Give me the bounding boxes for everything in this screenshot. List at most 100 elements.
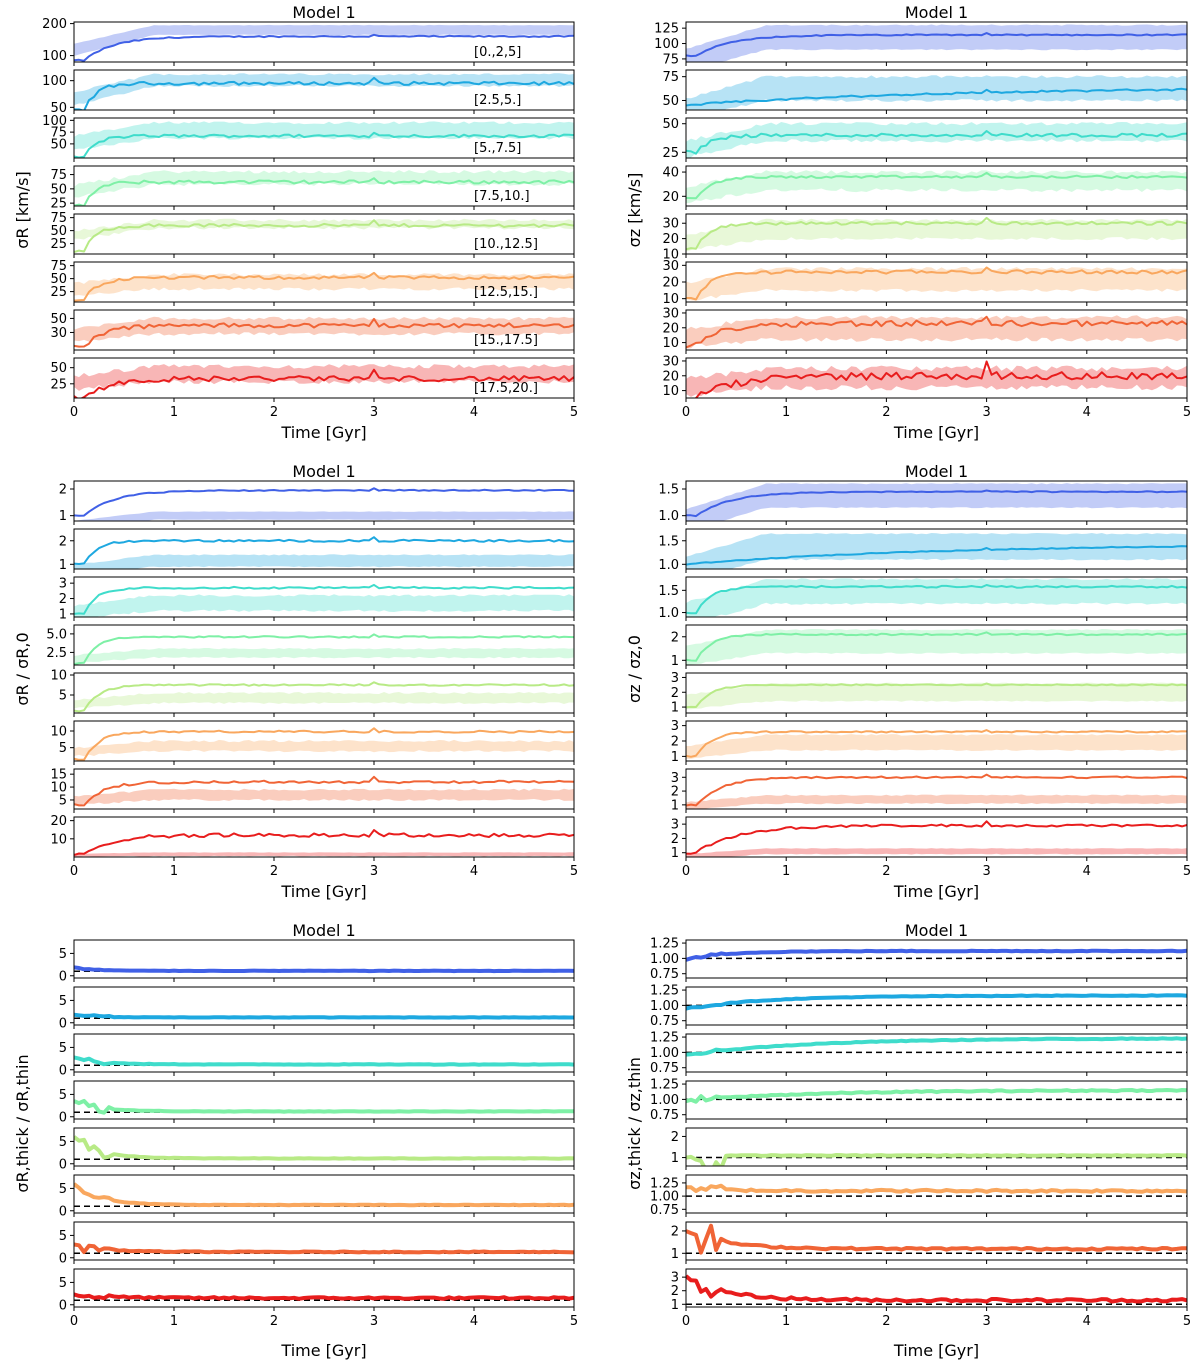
y-tick-label: 1.5 — [658, 483, 679, 498]
plot-area — [74, 727, 574, 761]
dispersion-band — [686, 267, 1187, 301]
y-tick-label: 1 — [671, 1247, 679, 1262]
chart-title: Model 1 — [292, 3, 355, 22]
x-tick-label: 2 — [270, 1314, 278, 1329]
bin-label: [0.,2,5] — [474, 45, 521, 60]
bin-label: [17.5,20.] — [474, 381, 538, 396]
dispersion-band — [686, 75, 1187, 110]
y-tick-label: 2 — [671, 686, 679, 701]
dispersion-band — [686, 218, 1187, 252]
series-line — [686, 584, 1187, 615]
series-line — [74, 829, 574, 856]
y-tick-label: 1.00 — [650, 999, 679, 1014]
y-tick-label: 1.5 — [658, 534, 679, 549]
x-tick-label: 5 — [1183, 1314, 1191, 1329]
panel-1: 1.0 1.5 — [658, 480, 1188, 525]
panel-3: 123 — [59, 576, 575, 622]
x-tick-label: 1 — [782, 864, 790, 879]
plot-area — [686, 533, 1187, 569]
y-tick-label: 2 — [59, 483, 67, 498]
plot-area — [686, 1088, 1187, 1104]
dispersion-band — [686, 848, 1187, 857]
bin-label: [5.,7.5] — [474, 141, 521, 156]
x-tick-label: 5 — [570, 405, 578, 420]
series-line — [686, 993, 1187, 1011]
plot-area — [74, 1098, 574, 1115]
panel-6: 123 — [671, 719, 1188, 765]
y-tick-label: 0.75 — [650, 967, 679, 982]
dispersion-band — [686, 682, 1187, 710]
panel-frame — [73, 117, 575, 159]
series-line — [686, 216, 1187, 251]
y-tick-label: 3 — [59, 577, 67, 592]
plot-area — [74, 829, 574, 857]
y-tick-label: 3 — [671, 1271, 679, 1286]
panel-frame — [73, 720, 575, 762]
panel-2: 0.751.001.25 — [650, 984, 1188, 1029]
y-tick-label: 100 — [42, 49, 67, 64]
plot-area — [74, 633, 574, 665]
series-line — [74, 1182, 574, 1208]
panel-frame — [73, 939, 575, 979]
series-line — [74, 131, 574, 158]
y-tick-label: 1.5 — [658, 584, 679, 599]
y-tick-label: 1.00 — [650, 1093, 679, 1108]
plot-area — [74, 1182, 574, 1208]
panel-2: 12 — [59, 528, 575, 573]
series-line — [74, 1098, 574, 1115]
y-tick-label: 1.0 — [658, 558, 679, 573]
panel-frame — [685, 1080, 1188, 1120]
y-tick-label: 0 — [59, 1204, 67, 1219]
y-tick-label: 0 — [59, 1110, 67, 1125]
panel-frame — [73, 624, 575, 666]
series-line — [74, 965, 574, 974]
x-tick-label: 3 — [982, 1314, 990, 1329]
y-tick-label: 50 — [50, 182, 67, 197]
y-tick-label: 1.25 — [650, 1176, 679, 1191]
y-tick-label: 50 — [50, 101, 67, 116]
plot-area — [686, 820, 1187, 857]
series-line — [74, 1055, 574, 1067]
y-tick-label: 10 — [50, 781, 67, 796]
panel-6: 510 — [50, 720, 575, 765]
x-tick-label: 1 — [782, 405, 790, 420]
y-tick-label: 1.0 — [658, 606, 679, 621]
y-tick-label: 0.75 — [650, 1108, 679, 1123]
panel-frame — [73, 261, 575, 303]
plot-area — [74, 218, 574, 253]
panel-frame — [685, 576, 1188, 618]
dispersion-band — [686, 24, 1187, 62]
panel-frame — [73, 576, 575, 618]
x-tick-label: 4 — [1083, 864, 1091, 879]
chart-title: Model 1 — [292, 921, 355, 940]
y-tick-label: 20 — [662, 190, 679, 205]
y-tick-label: 1.25 — [650, 937, 679, 952]
panel-frame — [73, 1080, 575, 1120]
y-tick-label: 100 — [654, 37, 679, 52]
series-line — [74, 219, 574, 253]
y-tick-label: 100 — [42, 74, 67, 89]
y-tick-label: 10 — [50, 669, 67, 684]
series-line — [686, 773, 1187, 807]
panel-7: 12 — [671, 1221, 1188, 1264]
panel-5: 510 — [50, 669, 575, 717]
y-tick-label: 75 — [50, 126, 67, 141]
panel-6: 05 — [59, 1174, 575, 1219]
series-line — [686, 729, 1187, 758]
x-tick-label: 0 — [70, 1314, 78, 1329]
plot-area — [686, 682, 1187, 710]
y-tick-label: 2 — [671, 1284, 679, 1299]
y-tick-label: 50 — [50, 224, 67, 239]
plot-area — [74, 316, 574, 348]
bin-label: [12.5,15.] — [474, 285, 538, 300]
y-tick-label: 5 — [59, 793, 67, 808]
panel-frame — [73, 1221, 575, 1261]
x-tick-label: 2 — [882, 405, 890, 420]
series-line — [686, 489, 1187, 518]
